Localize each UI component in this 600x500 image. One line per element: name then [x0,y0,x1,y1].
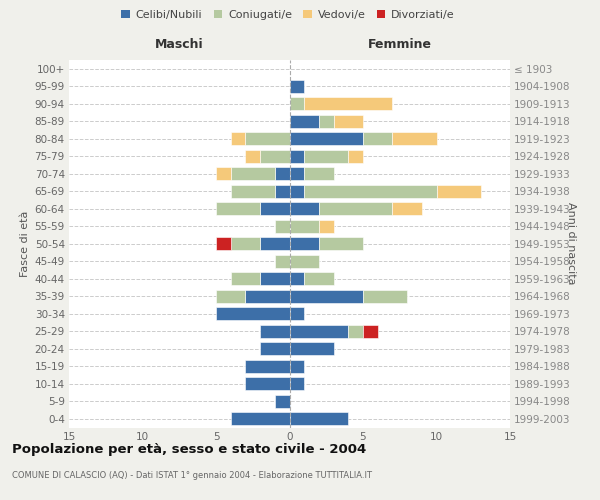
Bar [216,168,230,180]
Bar [260,342,290,355]
Bar [290,115,319,128]
Bar [216,308,290,320]
Bar [290,185,304,198]
Bar [290,272,304,285]
Bar [304,150,348,162]
Bar [260,272,290,285]
Bar [230,412,290,425]
Bar [231,238,260,250]
Y-axis label: Fasce di età: Fasce di età [20,210,31,277]
Bar [245,360,290,372]
Bar [275,395,290,407]
Bar [290,342,334,355]
Bar [363,132,392,145]
Bar [319,220,334,232]
Bar [275,255,290,268]
Bar [290,220,319,232]
Bar [231,272,260,285]
Bar [319,238,363,250]
Bar [290,98,304,110]
Bar [304,272,334,285]
Bar [231,168,275,180]
Bar [348,150,363,162]
Text: Popolazione per età, sesso e stato civile - 2004: Popolazione per età, sesso e stato civil… [12,442,366,456]
Bar [216,290,245,302]
Bar [245,150,260,162]
Bar [290,80,304,92]
Bar [260,325,290,338]
Text: Maschi: Maschi [155,38,203,52]
Bar [392,202,422,215]
Bar [260,238,290,250]
Bar [260,202,290,215]
Bar [290,378,304,390]
Bar [334,115,363,128]
Bar [231,132,245,145]
Bar [290,255,319,268]
Bar [363,290,407,302]
Text: Femmine: Femmine [368,38,432,52]
Bar [290,360,304,372]
Bar [392,132,437,145]
Bar [319,115,334,128]
Bar [290,202,319,215]
Bar [260,150,290,162]
Bar [245,132,290,145]
Bar [290,412,348,425]
Bar [245,290,290,302]
Bar [437,185,481,198]
Bar [290,308,304,320]
Bar [290,150,304,162]
Bar [304,98,392,110]
Bar [290,132,363,145]
Text: COMUNE DI CALASCIO (AQ) - Dati ISTAT 1° gennaio 2004 - Elaborazione TUTTITALIA.I: COMUNE DI CALASCIO (AQ) - Dati ISTAT 1° … [12,471,372,480]
Bar [290,290,363,302]
Bar [290,325,348,338]
Bar [290,168,304,180]
Bar [231,185,275,198]
Bar [363,325,378,338]
Y-axis label: Anni di nascita: Anni di nascita [566,202,577,285]
Bar [275,185,290,198]
Bar [348,325,363,338]
Bar [275,220,290,232]
Bar [290,238,319,250]
Legend: Celibi/Nubili, Coniugati/e, Vedovi/e, Divorziati/e: Celibi/Nubili, Coniugati/e, Vedovi/e, Di… [118,6,458,24]
Bar [275,168,290,180]
Bar [304,185,437,198]
Bar [245,378,290,390]
Bar [304,168,334,180]
Bar [216,202,260,215]
Bar [319,202,392,215]
Bar [216,238,230,250]
